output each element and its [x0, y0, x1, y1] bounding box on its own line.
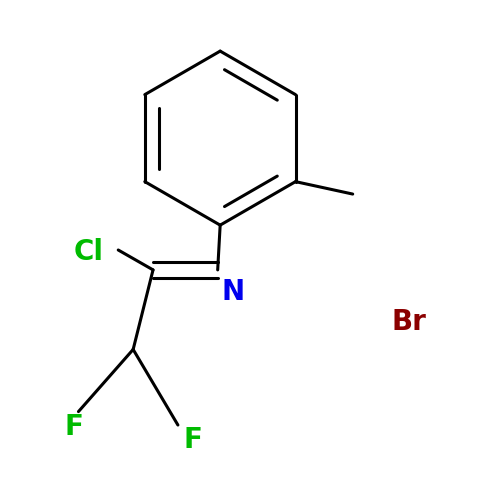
Text: N: N: [221, 278, 244, 306]
Text: F: F: [184, 426, 203, 454]
Text: Br: Br: [392, 308, 426, 336]
Text: F: F: [64, 412, 83, 440]
Text: Cl: Cl: [74, 238, 104, 266]
